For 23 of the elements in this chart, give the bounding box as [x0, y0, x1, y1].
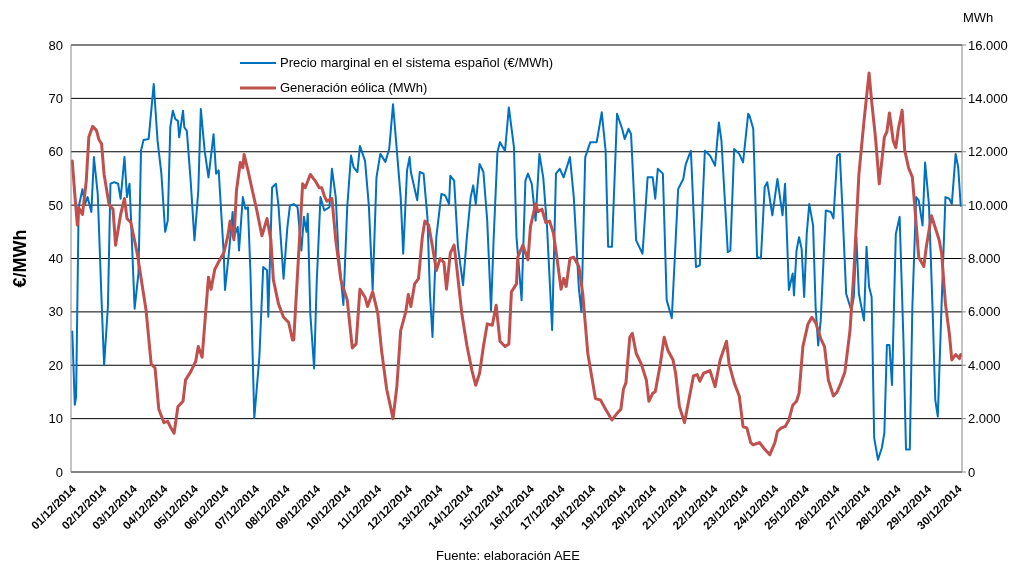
- y2-tick-label: 2.000: [968, 411, 1001, 427]
- y-tick-label: 70: [48, 90, 63, 106]
- y2-tick-label: 4.000: [968, 357, 1001, 373]
- y-tick-label: 10: [48, 411, 63, 427]
- source-note: Fuente: elaboración AEE: [435, 548, 581, 563]
- y2-tick-label: 6.000: [968, 304, 1001, 320]
- y-tick-label: 40: [48, 251, 63, 267]
- y-tick-label: 80: [48, 37, 63, 53]
- y-tick-label: 20: [48, 357, 63, 373]
- y2-tick-label: 14.000: [968, 90, 1008, 106]
- y2-tick-label: 0: [968, 464, 976, 480]
- y-tick-label: 50: [48, 197, 63, 213]
- y2-axis-title: MWh: [963, 10, 994, 25]
- y2-tick-label: 8.000: [968, 251, 1001, 267]
- legend-label: Precio marginal en el sistema español (€/MWh): [280, 55, 554, 70]
- y-tick-label: 60: [48, 144, 63, 160]
- y-tick-label: 30: [48, 304, 63, 320]
- y-axis-title: €/MWh: [10, 229, 31, 288]
- y2-tick-label: 16.000: [968, 37, 1008, 53]
- y2-tick-label: 12.000: [968, 144, 1008, 160]
- y2-tick-label: 10.000: [968, 197, 1008, 213]
- legend-label: Generación eólica (MWh): [280, 80, 428, 95]
- y-tick-label: 0: [55, 464, 63, 480]
